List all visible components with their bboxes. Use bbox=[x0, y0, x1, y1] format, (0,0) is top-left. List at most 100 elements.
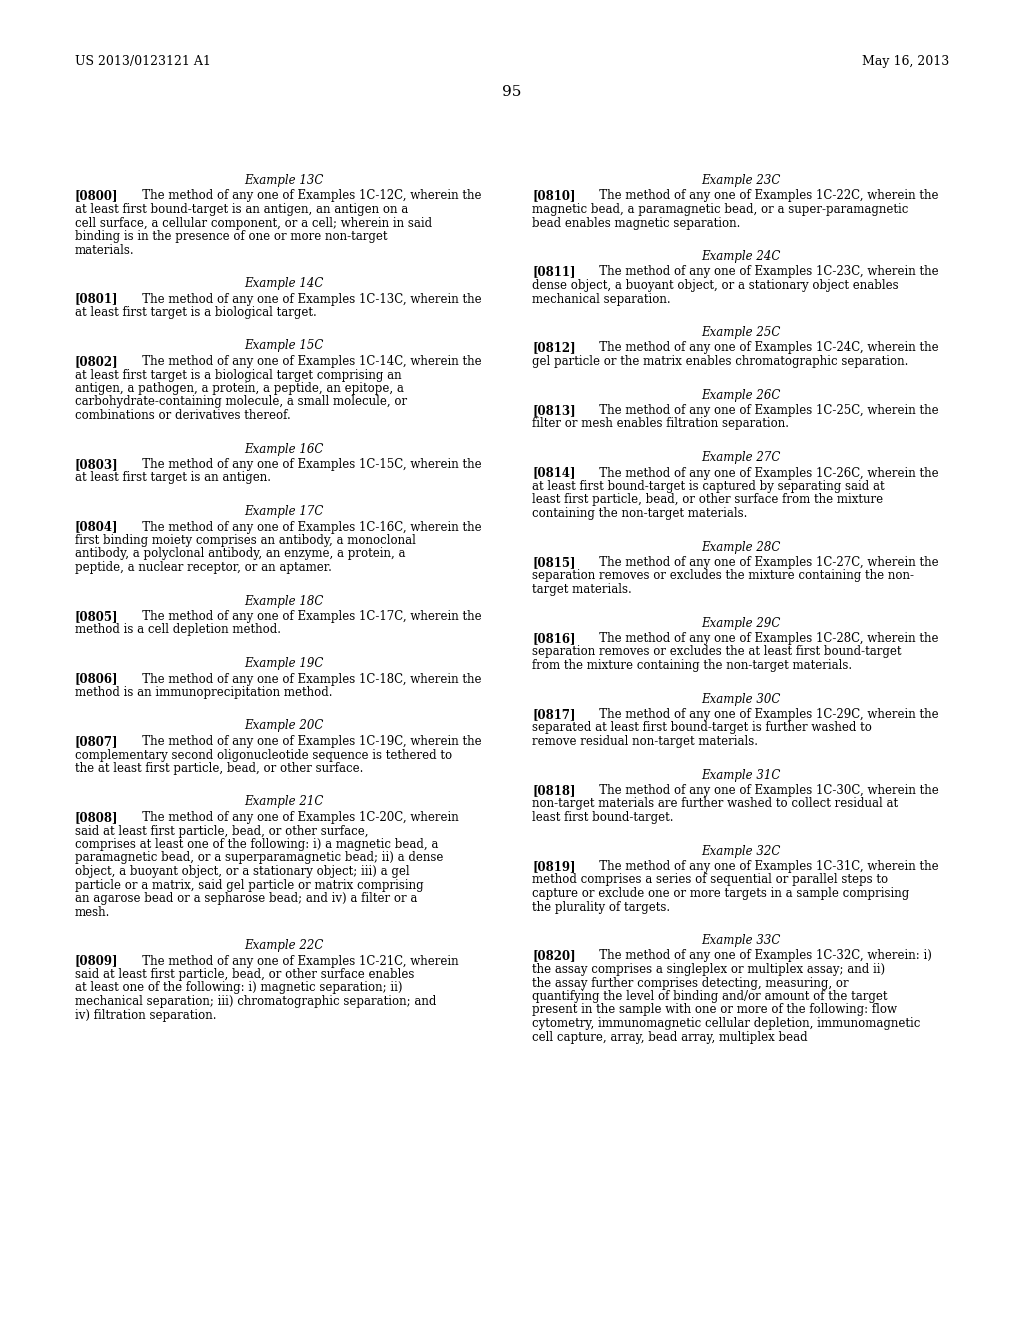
Text: Example 19C: Example 19C bbox=[244, 657, 324, 671]
Text: peptide, a nuclear receptor, or an aptamer.: peptide, a nuclear receptor, or an aptam… bbox=[75, 561, 332, 574]
Text: capture or exclude one or more targets in a sample comprising: capture or exclude one or more targets i… bbox=[532, 887, 909, 900]
Text: method is a cell depletion method.: method is a cell depletion method. bbox=[75, 623, 281, 636]
Text: present in the sample with one or more of the following: flow: present in the sample with one or more o… bbox=[532, 1003, 897, 1016]
Text: at least first target is a biological target.: at least first target is a biological ta… bbox=[75, 306, 316, 319]
Text: cytometry, immunomagnetic cellular depletion, immunomagnetic: cytometry, immunomagnetic cellular deple… bbox=[532, 1016, 921, 1030]
Text: method comprises a series of sequential or parallel steps to: method comprises a series of sequential … bbox=[532, 874, 888, 887]
Text: least first bound-target.: least first bound-target. bbox=[532, 810, 674, 824]
Text: The method of any one of Examples 1C-29C, wherein the: The method of any one of Examples 1C-29C… bbox=[588, 708, 939, 721]
Text: [0819]: [0819] bbox=[532, 861, 575, 873]
Text: The method of any one of Examples 1C-15C, wherein the: The method of any one of Examples 1C-15C… bbox=[131, 458, 482, 471]
Text: cell capture, array, bead array, multiplex bead: cell capture, array, bead array, multipl… bbox=[532, 1031, 808, 1044]
Text: [0814]: [0814] bbox=[532, 466, 575, 479]
Text: [0816]: [0816] bbox=[532, 632, 575, 645]
Text: Example 15C: Example 15C bbox=[244, 339, 324, 352]
Text: object, a buoyant object, or a stationary object; iii) a gel: object, a buoyant object, or a stationar… bbox=[75, 865, 410, 878]
Text: The method of any one of Examples 1C-19C, wherein the: The method of any one of Examples 1C-19C… bbox=[131, 735, 481, 748]
Text: Example 33C: Example 33C bbox=[700, 935, 780, 946]
Text: Example 32C: Example 32C bbox=[700, 845, 780, 858]
Text: The method of any one of Examples 1C-16C, wherein the: The method of any one of Examples 1C-16C… bbox=[131, 520, 481, 533]
Text: [0806]: [0806] bbox=[75, 672, 119, 685]
Text: [0817]: [0817] bbox=[532, 708, 575, 721]
Text: remove residual non-target materials.: remove residual non-target materials. bbox=[532, 735, 758, 748]
Text: The method of any one of Examples 1C-21C, wherein: The method of any one of Examples 1C-21C… bbox=[131, 954, 459, 968]
Text: mesh.: mesh. bbox=[75, 906, 111, 919]
Text: magnetic bead, a paramagnetic bead, or a super-paramagnetic: magnetic bead, a paramagnetic bead, or a… bbox=[532, 203, 908, 216]
Text: [0800]: [0800] bbox=[75, 190, 119, 202]
Text: carbohydrate-containing molecule, a small molecule, or: carbohydrate-containing molecule, a smal… bbox=[75, 396, 408, 408]
Text: complementary second oligonucleotide sequence is tethered to: complementary second oligonucleotide seq… bbox=[75, 748, 453, 762]
Text: The method of any one of Examples 1C-31C, wherein the: The method of any one of Examples 1C-31C… bbox=[588, 861, 939, 873]
Text: Example 25C: Example 25C bbox=[700, 326, 780, 339]
Text: Example 17C: Example 17C bbox=[244, 506, 324, 517]
Text: Example 14C: Example 14C bbox=[244, 277, 324, 290]
Text: the assay further comprises detecting, measuring, or: the assay further comprises detecting, m… bbox=[532, 977, 849, 990]
Text: at least first target is an antigen.: at least first target is an antigen. bbox=[75, 471, 271, 484]
Text: filter or mesh enables filtration separation.: filter or mesh enables filtration separa… bbox=[532, 417, 790, 430]
Text: [0808]: [0808] bbox=[75, 810, 119, 824]
Text: from the mixture containing the non-target materials.: from the mixture containing the non-targ… bbox=[532, 659, 852, 672]
Text: bead enables magnetic separation.: bead enables magnetic separation. bbox=[532, 216, 740, 230]
Text: combinations or derivatives thereof.: combinations or derivatives thereof. bbox=[75, 409, 291, 422]
Text: [0818]: [0818] bbox=[532, 784, 575, 797]
Text: mechanical separation; iii) chromatographic separation; and: mechanical separation; iii) chromatograp… bbox=[75, 995, 436, 1008]
Text: [0801]: [0801] bbox=[75, 293, 119, 305]
Text: at least first bound-target is an antigen, an antigen on a: at least first bound-target is an antige… bbox=[75, 203, 409, 216]
Text: Example 30C: Example 30C bbox=[700, 693, 780, 705]
Text: [0812]: [0812] bbox=[532, 342, 575, 355]
Text: dense object, a buoyant object, or a stationary object enables: dense object, a buoyant object, or a sta… bbox=[532, 279, 899, 292]
Text: Example 31C: Example 31C bbox=[700, 768, 780, 781]
Text: first binding moiety comprises an antibody, a monoclonal: first binding moiety comprises an antibo… bbox=[75, 535, 416, 546]
Text: The method of any one of Examples 1C-22C, wherein the: The method of any one of Examples 1C-22C… bbox=[588, 190, 939, 202]
Text: Example 20C: Example 20C bbox=[244, 719, 324, 733]
Text: separated at least first bound-target is further washed to: separated at least first bound-target is… bbox=[532, 722, 871, 734]
Text: separation removes or excludes the at least first bound-target: separation removes or excludes the at le… bbox=[532, 645, 901, 659]
Text: antibody, a polyclonal antibody, an enzyme, a protein, a: antibody, a polyclonal antibody, an enzy… bbox=[75, 548, 406, 561]
Text: binding is in the presence of one or more non-target: binding is in the presence of one or mor… bbox=[75, 230, 387, 243]
Text: Example 23C: Example 23C bbox=[700, 174, 780, 187]
Text: Example 24C: Example 24C bbox=[700, 249, 780, 263]
Text: the at least first particle, bead, or other surface.: the at least first particle, bead, or ot… bbox=[75, 762, 364, 775]
Text: materials.: materials. bbox=[75, 243, 134, 256]
Text: Example 27C: Example 27C bbox=[700, 451, 780, 465]
Text: at least one of the following: i) magnetic separation; ii): at least one of the following: i) magnet… bbox=[75, 982, 402, 994]
Text: iv) filtration separation.: iv) filtration separation. bbox=[75, 1008, 216, 1022]
Text: antigen, a pathogen, a protein, a peptide, an epitope, a: antigen, a pathogen, a protein, a peptid… bbox=[75, 381, 403, 395]
Text: [0805]: [0805] bbox=[75, 610, 119, 623]
Text: target materials.: target materials. bbox=[532, 583, 632, 597]
Text: quantifying the level of binding and/or amount of the target: quantifying the level of binding and/or … bbox=[532, 990, 888, 1003]
Text: Example 26C: Example 26C bbox=[700, 388, 780, 401]
Text: at least first bound-target is captured by separating said at: at least first bound-target is captured … bbox=[532, 480, 885, 492]
Text: said at least first particle, bead, or other surface enables: said at least first particle, bead, or o… bbox=[75, 968, 415, 981]
Text: Example 16C: Example 16C bbox=[244, 442, 324, 455]
Text: paramagnetic bead, or a superparamagnetic bead; ii) a dense: paramagnetic bead, or a superparamagneti… bbox=[75, 851, 443, 865]
Text: Example 22C: Example 22C bbox=[244, 939, 324, 952]
Text: [0807]: [0807] bbox=[75, 735, 119, 748]
Text: May 16, 2013: May 16, 2013 bbox=[862, 55, 949, 69]
Text: the plurality of targets.: the plurality of targets. bbox=[532, 900, 670, 913]
Text: The method of any one of Examples 1C-23C, wherein the: The method of any one of Examples 1C-23C… bbox=[588, 265, 939, 279]
Text: cell surface, a cellular component, or a cell; wherein in said: cell surface, a cellular component, or a… bbox=[75, 216, 432, 230]
Text: The method of any one of Examples 1C-14C, wherein the: The method of any one of Examples 1C-14C… bbox=[131, 355, 482, 368]
Text: The method of any one of Examples 1C-28C, wherein the: The method of any one of Examples 1C-28C… bbox=[588, 632, 939, 645]
Text: The method of any one of Examples 1C-25C, wherein the: The method of any one of Examples 1C-25C… bbox=[589, 404, 939, 417]
Text: mechanical separation.: mechanical separation. bbox=[532, 293, 671, 305]
Text: the assay comprises a singleplex or multiplex assay; and ii): the assay comprises a singleplex or mult… bbox=[532, 964, 885, 975]
Text: The method of any one of Examples 1C-18C, wherein the: The method of any one of Examples 1C-18C… bbox=[131, 672, 481, 685]
Text: least first particle, bead, or other surface from the mixture: least first particle, bead, or other sur… bbox=[532, 494, 883, 507]
Text: [0802]: [0802] bbox=[75, 355, 119, 368]
Text: The method of any one of Examples 1C-27C, wherein the: The method of any one of Examples 1C-27C… bbox=[588, 556, 939, 569]
Text: at least first target is a biological target comprising an: at least first target is a biological ta… bbox=[75, 368, 401, 381]
Text: [0815]: [0815] bbox=[532, 556, 575, 569]
Text: Example 21C: Example 21C bbox=[244, 796, 324, 808]
Text: [0809]: [0809] bbox=[75, 954, 119, 968]
Text: [0820]: [0820] bbox=[532, 949, 575, 962]
Text: [0803]: [0803] bbox=[75, 458, 119, 471]
Text: The method of any one of Examples 1C-26C, wherein the: The method of any one of Examples 1C-26C… bbox=[588, 466, 939, 479]
Text: separation removes or excludes the mixture containing the non-: separation removes or excludes the mixtu… bbox=[532, 569, 914, 582]
Text: The method of any one of Examples 1C-32C, wherein: i): The method of any one of Examples 1C-32C… bbox=[589, 949, 932, 962]
Text: [0810]: [0810] bbox=[532, 190, 575, 202]
Text: non-target materials are further washed to collect residual at: non-target materials are further washed … bbox=[532, 797, 898, 810]
Text: Example 13C: Example 13C bbox=[244, 174, 324, 187]
Text: said at least first particle, bead, or other surface,: said at least first particle, bead, or o… bbox=[75, 825, 369, 837]
